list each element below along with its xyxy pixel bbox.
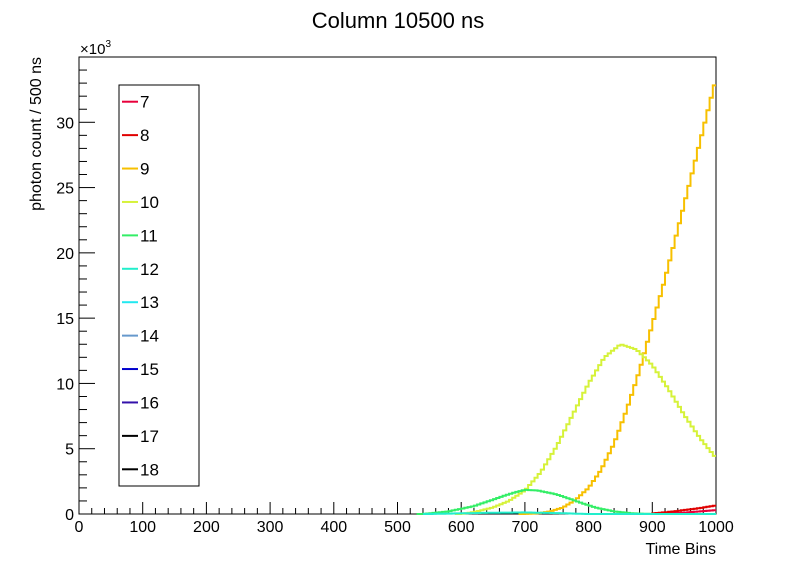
legend-label: 17 bbox=[140, 427, 159, 446]
x-axis-label: Time Bins bbox=[645, 541, 716, 558]
y-tick-label: 15 bbox=[56, 311, 74, 328]
legend-label: 10 bbox=[140, 193, 159, 212]
legend-label: 16 bbox=[140, 393, 159, 412]
y-multiplier: ×103 bbox=[80, 39, 111, 58]
chart-title: Column 10500 ns bbox=[312, 8, 484, 33]
x-tick-label: 200 bbox=[193, 519, 220, 536]
x-tick-label: 600 bbox=[448, 519, 475, 536]
y-tick-label: 5 bbox=[65, 442, 74, 459]
x-tick-label: 1000 bbox=[698, 519, 734, 536]
y-multiplier-exp: 3 bbox=[105, 39, 111, 50]
y-tick-label: 25 bbox=[56, 181, 74, 198]
x-tick-label: 800 bbox=[575, 519, 602, 536]
x-tick-label: 500 bbox=[384, 519, 411, 536]
series-line-10 bbox=[454, 343, 716, 515]
y-multiplier-base: ×10 bbox=[80, 41, 105, 58]
y-tick-label: 20 bbox=[56, 246, 74, 263]
x-tick-label: 700 bbox=[512, 519, 539, 536]
x-tick-label: 0 bbox=[75, 519, 84, 536]
y-tick-label: 0 bbox=[65, 507, 74, 524]
series-line-9 bbox=[518, 84, 716, 515]
legend-label: 9 bbox=[140, 160, 149, 179]
legend-label: 15 bbox=[140, 360, 159, 379]
legend-label: 8 bbox=[140, 126, 149, 145]
series-line-8 bbox=[645, 504, 716, 515]
legend-label: 13 bbox=[140, 293, 159, 312]
x-tick-label: 300 bbox=[257, 519, 284, 536]
x-tick-label: 100 bbox=[129, 519, 156, 536]
legend-label: 18 bbox=[140, 460, 159, 479]
x-tick-label: 400 bbox=[320, 519, 347, 536]
series-line-12 bbox=[423, 511, 716, 515]
y-tick-label: 30 bbox=[56, 115, 74, 132]
y-axis-label: photon count / 500 ns bbox=[28, 57, 45, 211]
legend-label: 11 bbox=[140, 226, 158, 245]
legend-label: 7 bbox=[140, 93, 149, 112]
x-tick-label: 900 bbox=[639, 519, 666, 536]
y-tick-label: 10 bbox=[56, 376, 74, 393]
legend-label: 14 bbox=[140, 327, 159, 346]
legend-label: 12 bbox=[140, 260, 159, 279]
legend-box bbox=[118, 84, 200, 487]
